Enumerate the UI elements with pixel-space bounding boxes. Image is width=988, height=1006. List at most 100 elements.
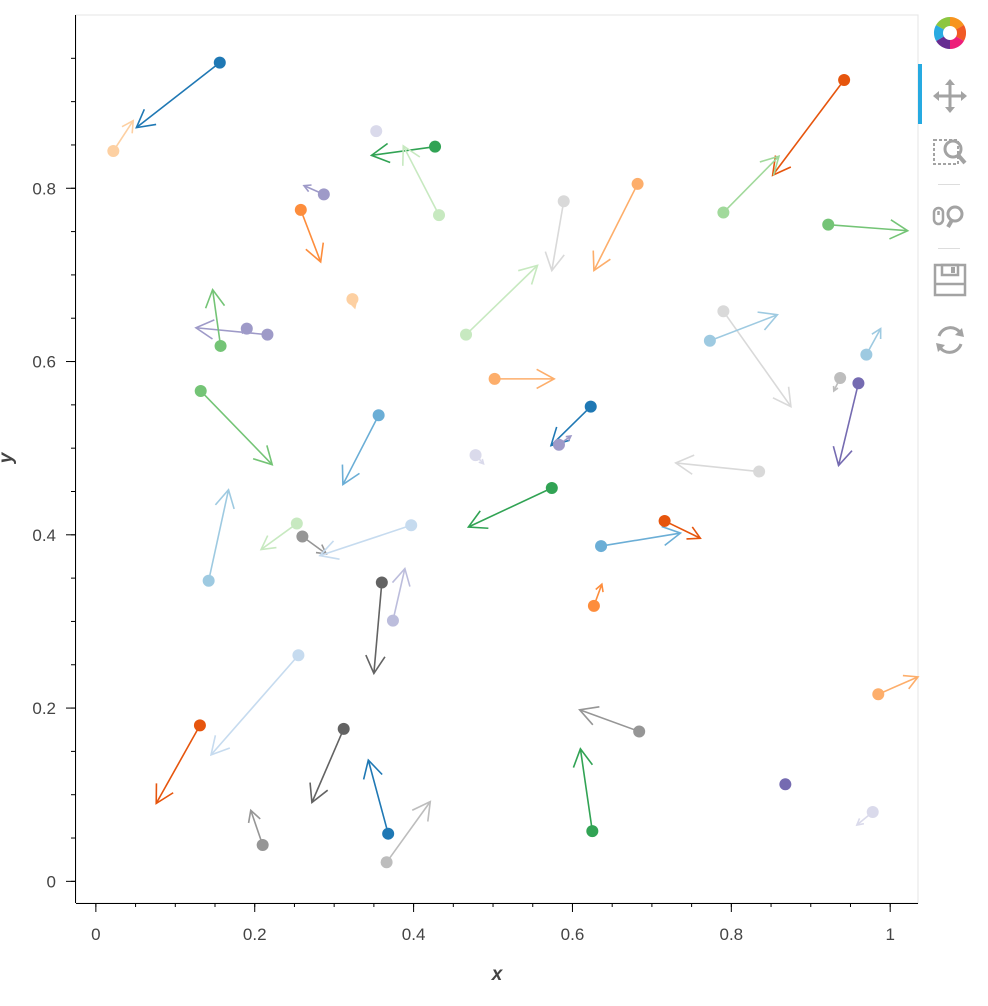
data-point — [380, 856, 393, 869]
vector-arrowhead — [391, 566, 411, 587]
vector-shaft — [828, 223, 908, 232]
vector-arrowhead — [674, 454, 695, 475]
vector-arrowhead — [309, 782, 329, 805]
data-point — [382, 827, 395, 840]
vector-arrowhead — [365, 654, 386, 676]
data-point — [838, 73, 851, 86]
vector-arrowhead — [832, 385, 839, 393]
vector-arrowhead — [252, 445, 274, 466]
data-point — [658, 514, 671, 527]
data-point — [469, 449, 482, 462]
vector-arrowhead — [341, 464, 360, 487]
plot-frame — [75, 14, 919, 904]
data-point — [292, 649, 305, 662]
data-point — [107, 145, 120, 158]
vector-shaft — [311, 728, 345, 803]
data-point — [372, 409, 385, 422]
vector-arrowhead — [302, 184, 312, 193]
data-point — [822, 218, 835, 231]
vector-shaft — [342, 414, 380, 485]
vector-shaft — [468, 487, 553, 528]
vector-shaft — [195, 326, 268, 336]
data-point — [852, 377, 865, 390]
vector-arrowhead — [572, 747, 594, 768]
vector-shaft — [877, 676, 919, 695]
plot-toolbar — [918, 12, 984, 372]
x-tick-label: 0 — [91, 925, 100, 944]
vector-arrowhead — [544, 251, 565, 273]
data-point — [703, 334, 716, 347]
data-point — [488, 372, 501, 385]
y-tick-label: 0.8 — [32, 179, 56, 198]
x-tick-label: 0.6 — [561, 925, 585, 944]
vector-shaft — [551, 201, 565, 271]
x-axis-title: x — [491, 964, 504, 985]
x-tick-label: 0.8 — [720, 925, 744, 944]
vector-arrowhead — [855, 818, 865, 827]
data-point — [202, 574, 215, 587]
y-ticks: 0 0.2 0.4 0.6 0.8 — [32, 57, 76, 891]
vector-arrowhead — [871, 327, 882, 340]
vector-shaft — [709, 314, 778, 342]
vector-arrowhead — [536, 368, 556, 390]
data-point — [872, 688, 885, 701]
save-icon[interactable] — [930, 260, 970, 300]
x-tick-label: 1 — [885, 925, 894, 944]
vector-arrowhead — [466, 510, 489, 530]
x-tick-label: 0.4 — [402, 925, 426, 944]
vector-shaft — [664, 520, 701, 539]
vector-shaft — [722, 155, 780, 214]
vector-shaft — [300, 209, 322, 263]
vector-shaft — [579, 748, 594, 832]
data-point — [717, 305, 730, 318]
vector-arrowhead — [832, 445, 853, 468]
y-axis-title: y — [0, 451, 17, 464]
vector-arrowhead — [661, 525, 683, 546]
wheel-zoom-icon[interactable] — [930, 196, 970, 236]
vector-shaft — [385, 801, 431, 863]
active-tool-indicator — [918, 64, 922, 124]
vector-shaft — [600, 532, 681, 547]
vector-shaft — [392, 568, 406, 621]
data-point — [296, 530, 309, 543]
data-point — [213, 56, 226, 69]
vector-arrowhead — [350, 302, 357, 310]
y-tick-label: 0.2 — [32, 699, 56, 718]
vector-arrowhead — [772, 386, 792, 408]
box-zoom-icon[interactable] — [930, 132, 970, 172]
data-point — [460, 328, 473, 341]
vector-shaft — [207, 489, 230, 581]
move-arrows-icon[interactable] — [930, 76, 970, 116]
y-tick-label: 0.4 — [32, 526, 56, 545]
data-point — [595, 540, 608, 553]
vector-arrowhead — [889, 219, 910, 240]
vector-arrowhead — [401, 144, 421, 166]
vector-shaft — [579, 709, 640, 733]
toolbar-separator — [938, 184, 960, 185]
vector-arrowhead — [759, 155, 781, 176]
vector-arrowhead — [318, 540, 340, 560]
y-tick-label: 0 — [47, 872, 56, 891]
reset-icon[interactable] — [930, 320, 970, 360]
vector-shaft — [367, 759, 389, 834]
vector-arrowhead — [578, 706, 600, 726]
vector-shaft — [771, 79, 845, 176]
vector-arrowhead — [259, 535, 277, 551]
vector-shaft — [200, 390, 273, 466]
vector-shaft — [260, 522, 298, 551]
vector-shaft — [112, 120, 134, 152]
y-tick-label: 0.6 — [32, 353, 56, 372]
data-point — [552, 438, 565, 451]
vector-arrowhead — [757, 311, 779, 331]
axes-layer — [75, 15, 918, 904]
data-point — [860, 348, 873, 361]
bokeh-logo-icon[interactable] — [930, 12, 970, 52]
x-tick-label: 0.2 — [243, 925, 267, 944]
vector-arrowhead — [565, 435, 573, 442]
vector-shaft — [722, 310, 792, 408]
data-point — [586, 825, 599, 838]
data-point — [631, 177, 644, 190]
data-point — [346, 293, 359, 306]
vector-shaft — [465, 264, 539, 336]
